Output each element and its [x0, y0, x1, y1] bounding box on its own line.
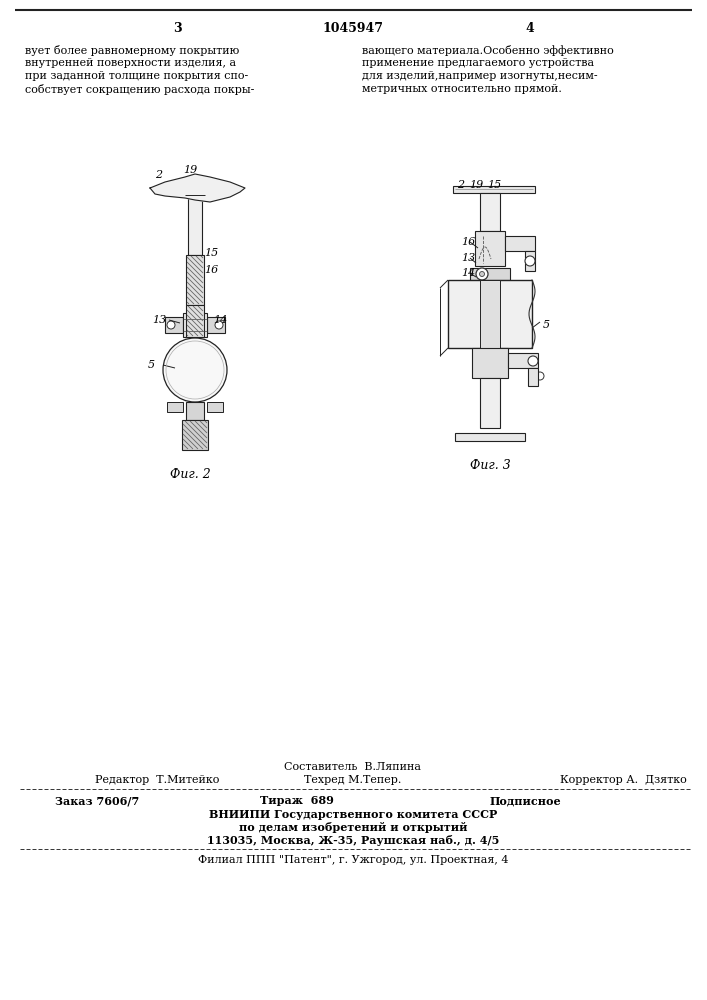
Bar [448, 280, 532, 348]
Text: 15: 15 [487, 180, 501, 190]
Text: Заказ 7606/7: Заказ 7606/7 [55, 795, 139, 806]
Circle shape [163, 338, 227, 402]
Text: Техред М.Тепер.: Техред М.Тепер. [304, 775, 402, 785]
Text: Фиг. 3: Фиг. 3 [469, 459, 510, 472]
Bar [480, 378, 500, 428]
Text: 5: 5 [543, 320, 550, 330]
Text: 14: 14 [213, 315, 227, 325]
Text: вающего материала.Особенно эффективно: вающего материала.Особенно эффективно [362, 45, 614, 56]
Bar [470, 268, 510, 280]
Text: Фиг. 2: Фиг. 2 [170, 468, 211, 481]
Bar [455, 433, 525, 441]
Text: 15: 15 [204, 248, 218, 258]
Text: 2: 2 [155, 170, 162, 180]
Text: применение предлагаемого устройства: применение предлагаемого устройства [362, 58, 594, 68]
Bar [480, 193, 500, 231]
Bar [186, 255, 204, 305]
Text: Корректор А.  Дзятко: Корректор А. Дзятко [560, 775, 686, 785]
Circle shape [167, 321, 175, 329]
Circle shape [215, 321, 223, 329]
Text: собствует сокращению расхода покры-: собствует сокращению расхода покры- [25, 84, 255, 95]
Bar [528, 368, 538, 386]
Text: 1045947: 1045947 [322, 22, 383, 35]
Text: 2: 2 [457, 180, 464, 190]
Bar [167, 402, 183, 412]
Bar [186, 402, 204, 420]
Text: 13: 13 [152, 315, 166, 325]
Bar [207, 402, 223, 412]
Text: 13: 13 [461, 253, 475, 263]
Bar [453, 186, 535, 193]
Text: 113035, Москва, Ж-35, Раушская наб., д. 4/5: 113035, Москва, Ж-35, Раушская наб., д. … [207, 835, 499, 846]
Text: 16: 16 [204, 265, 218, 275]
Text: Составитель  В.Ляпина: Составитель В.Ляпина [284, 762, 421, 772]
Text: ВНИИПИ Государственного комитета СССР: ВНИИПИ Государственного комитета СССР [209, 809, 497, 820]
Bar [186, 305, 204, 337]
Circle shape [479, 271, 484, 276]
Text: Филиал ППП "Патент", г. Ужгород, ул. Проектная, 4: Филиал ППП "Патент", г. Ужгород, ул. Про… [198, 855, 508, 865]
Text: метричных относительно прямой.: метричных относительно прямой. [362, 84, 562, 94]
Bar [505, 236, 535, 251]
Bar [475, 231, 505, 266]
Bar [182, 420, 208, 450]
Text: вует более равномерному покрытию: вует более равномерному покрытию [25, 45, 239, 56]
Text: Подписное: Подписное [490, 795, 561, 806]
Circle shape [476, 268, 488, 280]
Circle shape [525, 256, 535, 266]
Text: 16: 16 [461, 237, 475, 247]
Bar [508, 353, 538, 368]
Text: внутренней поверхности изделия, а: внутренней поверхности изделия, а [25, 58, 236, 68]
Bar [480, 280, 500, 348]
Bar [165, 317, 183, 333]
Polygon shape [150, 174, 245, 202]
Circle shape [528, 356, 538, 366]
Text: 5: 5 [148, 360, 155, 370]
Bar [525, 251, 535, 271]
Bar [207, 317, 225, 333]
Text: 19: 19 [469, 180, 484, 190]
Bar [183, 313, 207, 337]
Text: 4: 4 [525, 22, 534, 35]
Text: 14: 14 [461, 268, 475, 278]
Text: Редактор  Т.Митейко: Редактор Т.Митейко [95, 775, 219, 785]
Circle shape [536, 372, 544, 380]
Text: по делам изобретений и открытий: по делам изобретений и открытий [239, 822, 467, 833]
Text: 3: 3 [173, 22, 181, 35]
Bar [472, 348, 508, 378]
Text: для изделий,например изогнуты,несим-: для изделий,например изогнуты,несим- [362, 71, 597, 81]
Text: при заданной толщине покрытия спо-: при заданной толщине покрытия спо- [25, 71, 248, 81]
Bar [188, 192, 202, 255]
Text: 19: 19 [183, 165, 197, 175]
Text: Тираж  689: Тираж 689 [260, 795, 334, 806]
